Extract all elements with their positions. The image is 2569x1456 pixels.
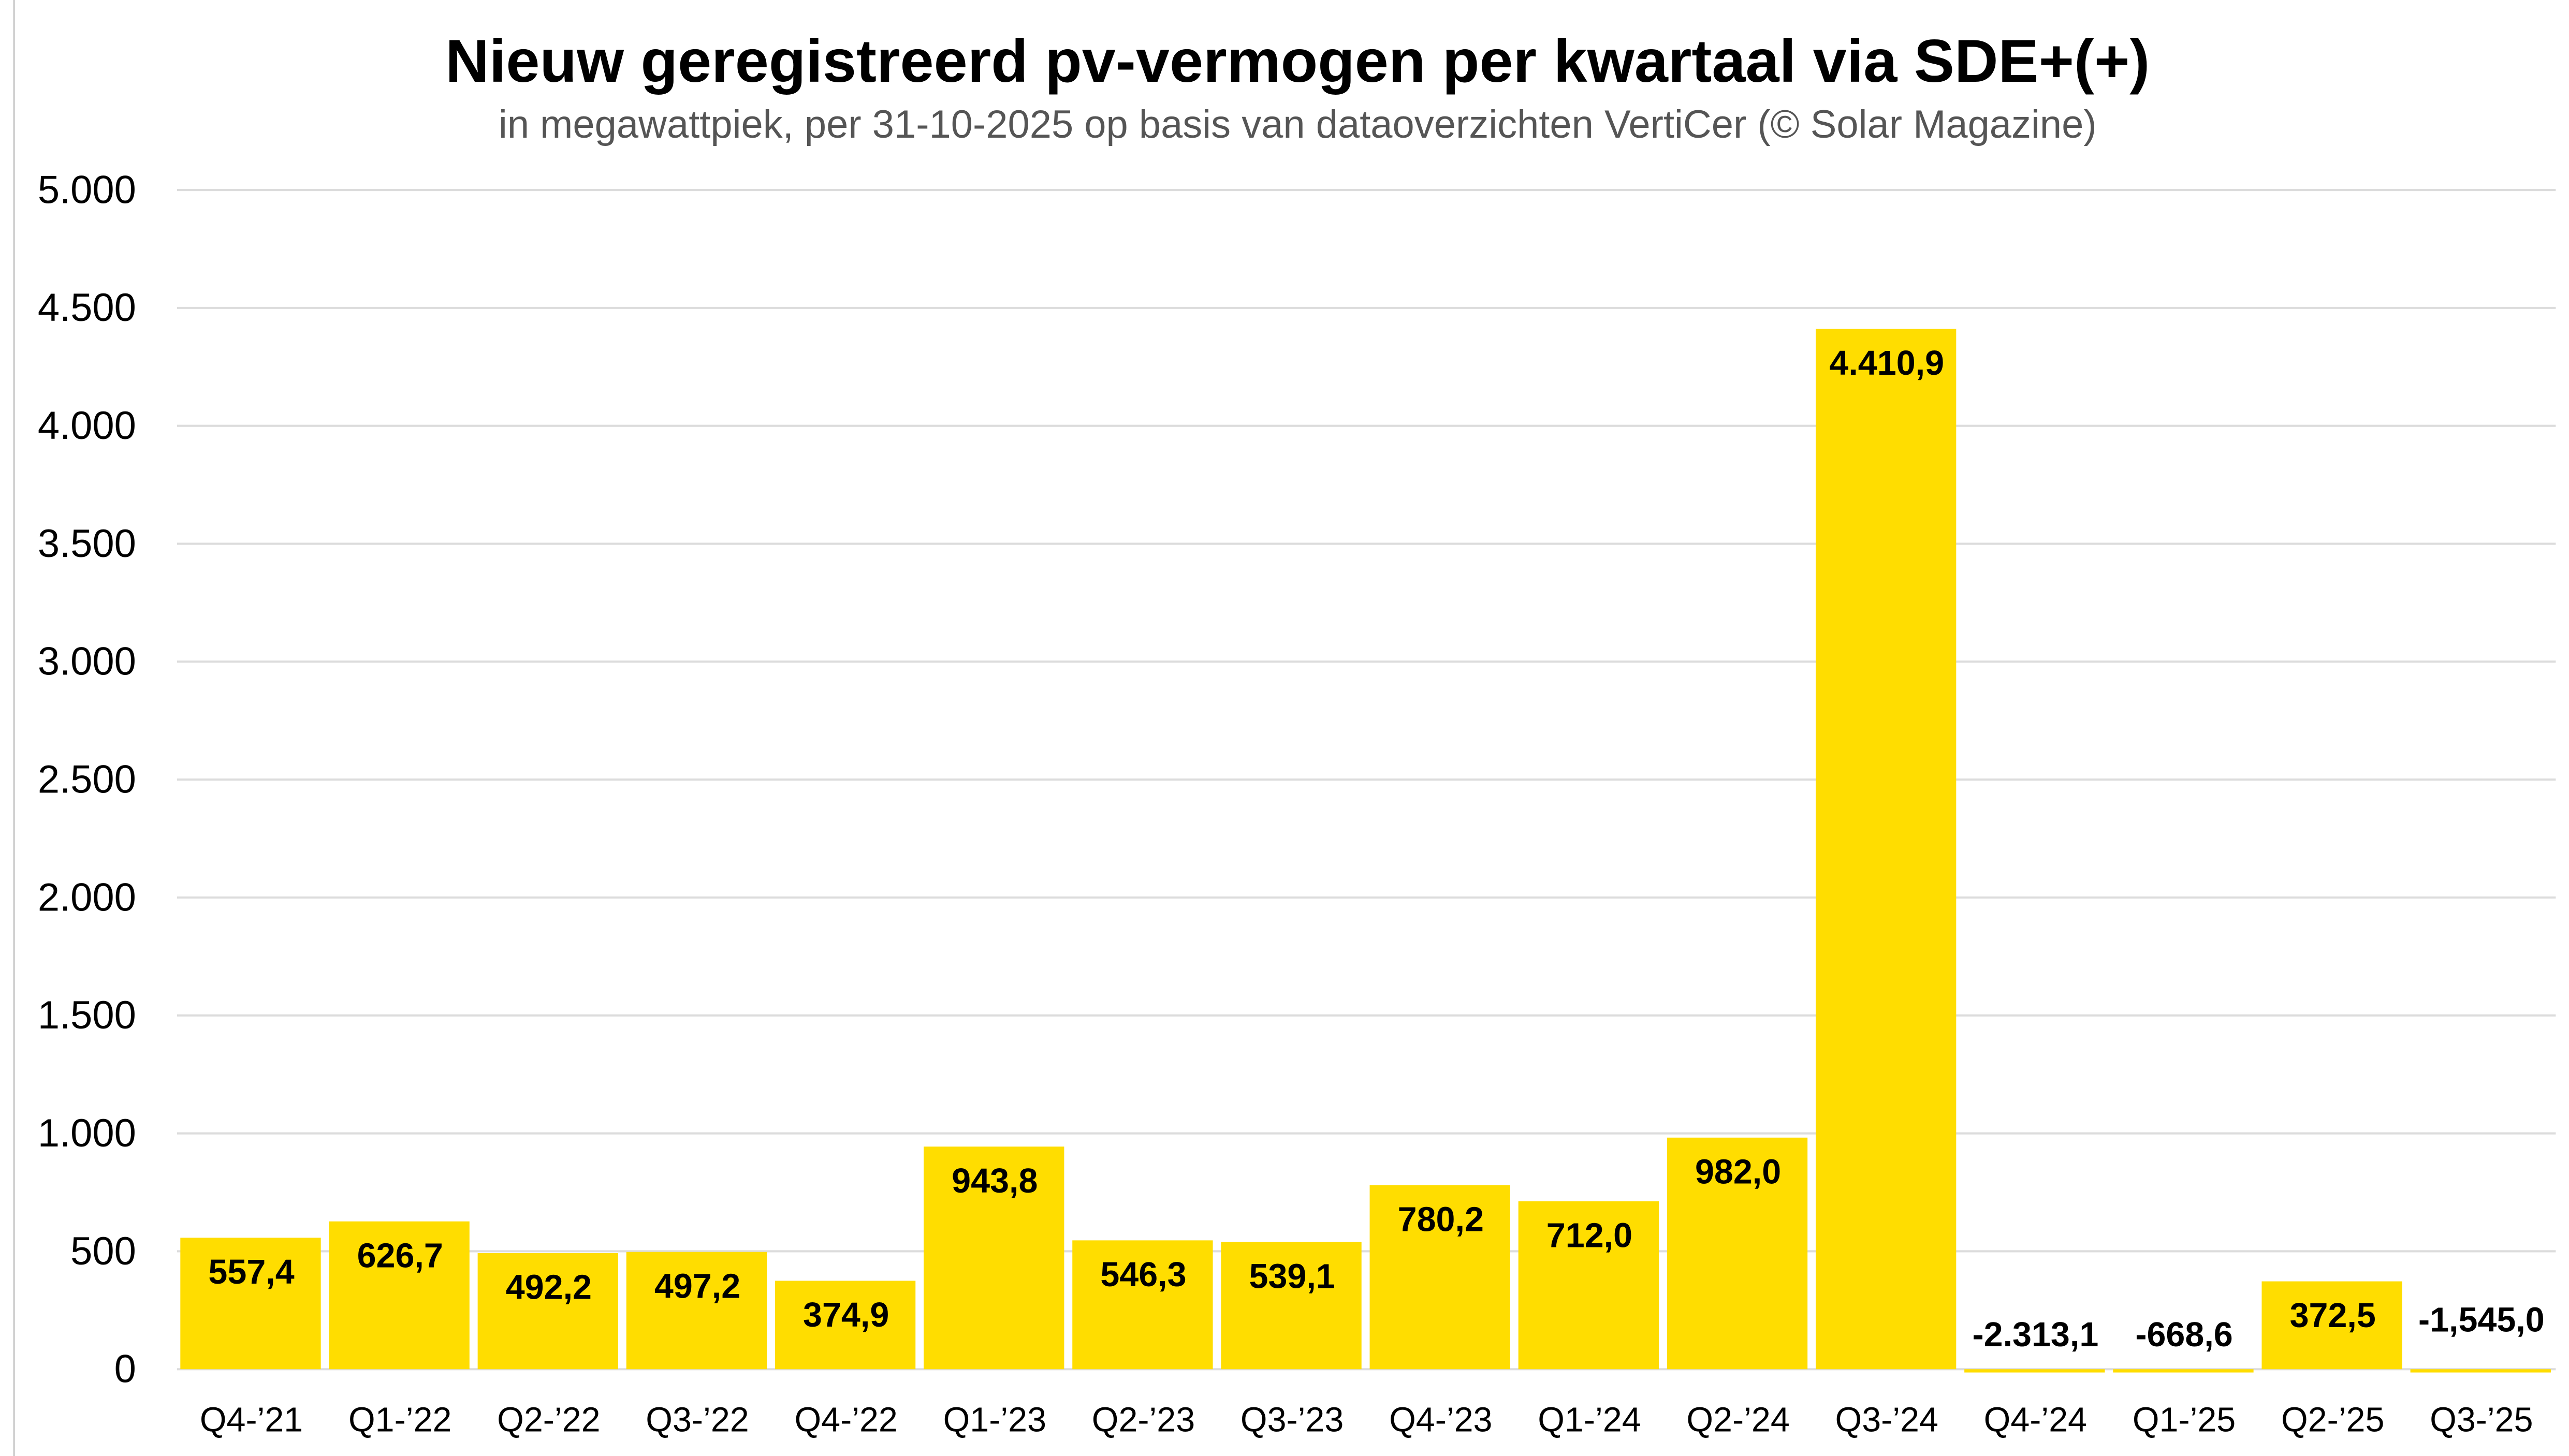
- data-label: 557,4: [208, 1253, 294, 1291]
- data-label: 492,2: [506, 1269, 592, 1307]
- bar: [775, 1281, 916, 1370]
- bar: [1369, 1185, 1510, 1370]
- y-tick-label: 4.500: [38, 286, 136, 330]
- x-tick-label: Q1-’23: [943, 1401, 1046, 1439]
- data-label: 712,0: [1546, 1216, 1632, 1255]
- bar: [477, 1253, 618, 1370]
- bar: [329, 1221, 470, 1370]
- x-tick-label: Q2-’24: [1686, 1401, 1789, 1439]
- bar: [1816, 329, 1957, 1370]
- x-tick-label: Q1-’22: [348, 1401, 451, 1439]
- y-axis: 0 500 1.000 1.500 2.000 2.500 3.000 3.500 4.000 4…: [38, 168, 136, 1391]
- x-tick-label: Q1-’24: [1538, 1401, 1641, 1439]
- data-label: 372,5: [2290, 1297, 2376, 1335]
- bar: [2410, 1369, 2551, 1373]
- bar: [924, 1146, 1064, 1370]
- data-label: 780,2: [1398, 1200, 1484, 1239]
- bar: [1667, 1137, 1808, 1370]
- x-tick-label: Q3-’24: [1835, 1401, 1938, 1439]
- x-axis: Q4-’21 Q1-’22 Q2-’22 Q3-’22 Q4-’22 Q1-’23 Q2-’…: [200, 1401, 2533, 1439]
- data-label: -668,6: [2135, 1316, 2232, 1354]
- x-tick-label: Q3-’25: [2430, 1401, 2533, 1439]
- data-labels: 557,4 626,7 492,2 497,2 374,9 943,8 546,3 539,1…: [208, 344, 2544, 1354]
- x-tick-label: Q2-’22: [497, 1401, 600, 1439]
- y-tick-label: 1.000: [38, 1111, 136, 1155]
- data-label: 546,3: [1100, 1256, 1186, 1294]
- data-label: 626,7: [357, 1237, 443, 1275]
- y-tick-label: 5.000: [38, 168, 136, 212]
- x-tick-label: Q2-’25: [2281, 1401, 2384, 1439]
- y-tick-label: 1.500: [38, 993, 136, 1037]
- y-tick-label: 2.000: [38, 875, 136, 919]
- bar: [1072, 1240, 1213, 1370]
- data-label: -2.313,1: [1973, 1316, 2099, 1354]
- bars: [180, 329, 2551, 1373]
- data-label: 982,0: [1695, 1153, 1781, 1191]
- data-label: 539,1: [1249, 1257, 1335, 1296]
- y-tick-label: 0: [114, 1347, 136, 1391]
- bar: [1964, 1369, 2105, 1373]
- x-tick-label: Q4-’22: [794, 1401, 897, 1439]
- data-label: -1,545,0: [2418, 1301, 2545, 1340]
- y-tick-label: 3.500: [38, 522, 136, 566]
- bar: [2113, 1369, 2254, 1373]
- y-tick-label: 4.000: [38, 404, 136, 448]
- bar: [1518, 1201, 1659, 1370]
- data-label: 374,9: [803, 1296, 889, 1334]
- x-tick-label: Q4-’23: [1389, 1401, 1492, 1439]
- chart-title: Nieuw geregistreerd pv-vermogen per kwar…: [445, 27, 2150, 95]
- bar: [1221, 1242, 1362, 1370]
- bar: [626, 1252, 767, 1370]
- x-tick-label: Q2-’23: [1092, 1401, 1195, 1439]
- x-tick-label: Q1-’25: [2133, 1401, 2236, 1439]
- x-tick-label: Q3-’22: [646, 1401, 749, 1439]
- y-tick-label: 2.500: [38, 757, 136, 801]
- gridlines: [177, 188, 2556, 1371]
- data-label: 4.410,9: [1829, 344, 1944, 383]
- data-label: 497,2: [654, 1267, 740, 1305]
- bar: [2261, 1281, 2402, 1370]
- bar: [180, 1238, 321, 1370]
- data-label: 943,8: [952, 1162, 1038, 1200]
- y-tick-label: 500: [70, 1229, 136, 1273]
- x-tick-label: Q4-’24: [1984, 1401, 2087, 1439]
- y-tick-label: 3.000: [38, 640, 136, 684]
- x-tick-label: Q4-’21: [200, 1401, 303, 1439]
- chart-subtitle: in megawattpiek, per 31-10-2025 op basis…: [499, 102, 2097, 146]
- x-tick-label: Q3-’23: [1240, 1401, 1344, 1439]
